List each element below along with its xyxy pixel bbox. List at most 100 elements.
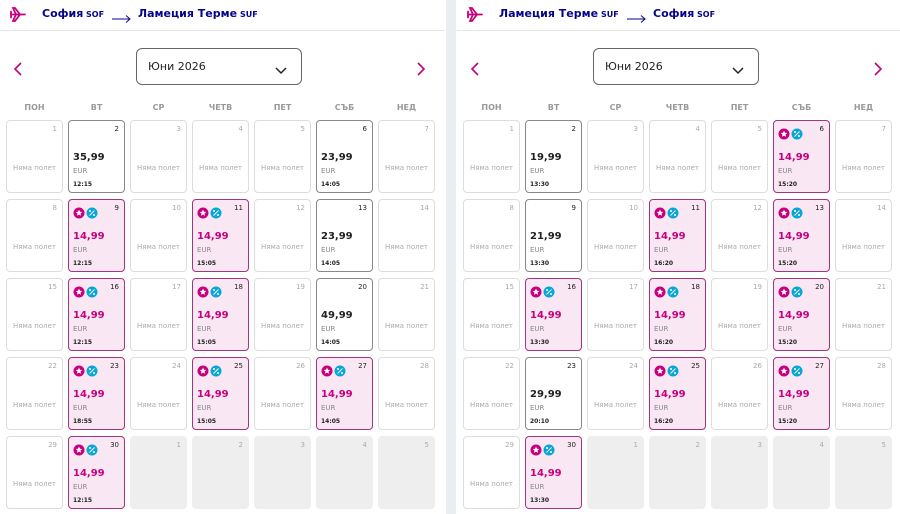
day-cell[interactable]: 20 49,99 EUR 14:05 — [316, 278, 373, 351]
day-cell[interactable]: 2 19,99 EUR 13:30 — [525, 120, 582, 193]
weekday-label: СЪБ — [334, 103, 355, 112]
promo-badges — [73, 441, 98, 460]
day-number: 5 — [757, 125, 762, 133]
day-cell: 8 Няма полет — [463, 199, 520, 272]
icon — [654, 207, 679, 219]
plane-icon — [467, 6, 483, 26]
day-cell[interactable]: 20 14,99 EUR 15:20 — [773, 278, 830, 351]
day-number: 4 — [819, 441, 824, 449]
day-cell[interactable]: 2 35,99 EUR 12:15 — [68, 120, 125, 193]
fare-currency: EUR — [778, 246, 793, 254]
fare-currency: EUR — [530, 167, 545, 175]
day-cell[interactable]: 30 14,99 EUR 12:15 — [68, 436, 125, 509]
icon — [10, 7, 26, 22]
icon — [654, 286, 679, 298]
fare-currency: EUR — [197, 325, 212, 333]
no-flight-text: Няма полет — [137, 401, 180, 409]
day-number: 2 — [114, 125, 119, 133]
day-number: 30 — [567, 441, 576, 449]
day-cell[interactable]: 23 14,99 EUR 18:55 — [68, 357, 125, 430]
day-number: 4 — [238, 125, 243, 133]
promo-badges — [197, 283, 222, 302]
no-flight-text: Няма полет — [385, 401, 428, 409]
day-cell: 17 Няма полет — [130, 278, 187, 351]
day-cell[interactable]: 11 14,99 EUR 16:20 — [649, 199, 706, 272]
day-cell: 29 Няма полет — [6, 436, 63, 509]
day-number: 27 — [358, 362, 367, 370]
day-cell[interactable]: 9 14,99 EUR 12:15 — [68, 199, 125, 272]
day-number: 26 — [296, 362, 305, 370]
day-number: 11 — [691, 204, 700, 212]
weekday-label: ЧЕТВ — [208, 103, 233, 112]
origin-code: SOF — [86, 10, 105, 19]
promo-badges — [778, 125, 803, 144]
route-header: София SOF Ламеция Терме SUF — [0, 0, 445, 31]
day-cell[interactable]: 11 14,99 EUR 15:05 — [192, 199, 249, 272]
icon — [470, 62, 479, 76]
day-cell[interactable]: 27 14,99 EUR 14:05 — [316, 357, 373, 430]
day-cell[interactable]: 18 14,99 EUR 15:05 — [192, 278, 249, 351]
icon — [778, 365, 803, 377]
fare-currency: EUR — [321, 325, 336, 333]
day-number: 14 — [877, 204, 886, 212]
month-select[interactable]: Юни 2026 — [136, 48, 302, 85]
day-number: 28 — [877, 362, 886, 370]
day-number: 19 — [753, 283, 762, 291]
fare-price: 49,99 — [321, 310, 353, 321]
no-flight-text: Няма полет — [137, 322, 180, 330]
promo-badges — [73, 283, 98, 302]
day-cell: 24 Няма полет — [130, 357, 187, 430]
fare-price: 14,99 — [530, 310, 562, 321]
no-flight-text: Няма полет — [842, 322, 885, 330]
day-cell[interactable]: 6 14,99 EUR 15:20 — [773, 120, 830, 193]
departure-time: 12:15 — [73, 497, 93, 504]
day-cell[interactable]: 16 14,99 EUR 12:15 — [68, 278, 125, 351]
fare-price: 14,99 — [530, 468, 562, 479]
day-cell[interactable]: 25 14,99 EUR 15:05 — [192, 357, 249, 430]
no-flight-text: Няма полет — [594, 243, 637, 251]
weekday-label: ПЕТ — [730, 103, 749, 112]
day-cell[interactable]: 6 23,99 EUR 14:05 — [316, 120, 373, 193]
day-cell[interactable]: 30 14,99 EUR 13:30 — [525, 436, 582, 509]
day-cell: 21 Няма полет — [378, 278, 435, 351]
day-cell[interactable]: 13 23,99 EUR 14:05 — [316, 199, 373, 272]
day-number: 19 — [296, 283, 305, 291]
next-month[interactable] — [873, 61, 883, 80]
month-select[interactable]: Юни 2026 — [593, 48, 759, 85]
fare-price: 14,99 — [321, 389, 353, 400]
prev-month[interactable] — [470, 61, 480, 80]
fare-price: 14,99 — [654, 389, 686, 400]
day-number: 3 — [176, 125, 181, 133]
icon — [530, 286, 555, 298]
no-flight-text: Няма полет — [718, 243, 761, 251]
departure-time: 16:20 — [654, 339, 674, 346]
promo-badges — [778, 283, 803, 302]
destination-city: София — [653, 7, 695, 20]
prev-month[interactable] — [13, 61, 23, 80]
fare-currency: EUR — [73, 167, 88, 175]
next-month[interactable] — [416, 61, 426, 80]
day-cell[interactable]: 18 14,99 EUR 16:20 — [649, 278, 706, 351]
fare-currency: EUR — [73, 325, 88, 333]
departure-time: 16:20 — [654, 260, 674, 267]
fare-currency: EUR — [73, 246, 88, 254]
day-cell[interactable]: 25 14,99 EUR 16:20 — [649, 357, 706, 430]
promo-badges — [197, 362, 222, 381]
promo-badges — [73, 204, 98, 223]
day-number: 13 — [358, 204, 367, 212]
day-number: 2 — [238, 441, 243, 449]
day-cell[interactable]: 16 14,99 EUR 13:30 — [525, 278, 582, 351]
day-cell[interactable]: 13 14,99 EUR 15:20 — [773, 199, 830, 272]
promo-badges — [778, 204, 803, 223]
departure-time: 14:05 — [321, 339, 341, 346]
weekday-label: ПОН — [481, 103, 502, 112]
day-cell: 2 — [649, 436, 706, 509]
fare-price: 14,99 — [654, 310, 686, 321]
day-number: 18 — [691, 283, 700, 291]
day-cell[interactable]: 9 21,99 EUR 13:30 — [525, 199, 582, 272]
promo-badges — [654, 283, 679, 302]
day-number: 20 — [815, 283, 824, 291]
day-cell[interactable]: 27 14,99 EUR 15:20 — [773, 357, 830, 430]
departure-time: 14:05 — [321, 260, 341, 267]
day-cell[interactable]: 23 29,99 EUR 20:10 — [525, 357, 582, 430]
